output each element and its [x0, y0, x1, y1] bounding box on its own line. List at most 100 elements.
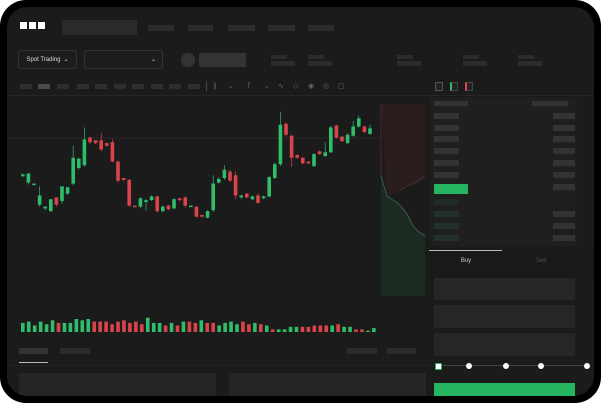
depth-bid-area — [381, 176, 425, 296]
volume-bar — [253, 322, 257, 332]
candle — [60, 186, 64, 202]
candle — [49, 199, 53, 212]
bid-price[interactable] — [434, 199, 459, 205]
candlestick-chart[interactable] — [7, 96, 432, 336]
ask-price[interactable] — [434, 172, 459, 178]
spot-trading-dropdown[interactable]: Spot Trading ⌄ — [18, 50, 77, 69]
candle — [250, 196, 255, 200]
chart-type-icon[interactable]: ∥ — [213, 83, 217, 90]
orderbook-both-icon[interactable] — [435, 82, 443, 91]
nav-item[interactable] — [268, 25, 295, 31]
filter-button[interactable] — [347, 348, 377, 354]
price-input[interactable] — [434, 278, 575, 300]
tab-buy[interactable]: Buy — [460, 258, 472, 264]
timeframe-button[interactable] — [20, 84, 32, 89]
volume-bar — [300, 326, 305, 332]
candle — [88, 137, 92, 143]
ask-amount — [553, 125, 575, 131]
ask-amount — [553, 184, 575, 190]
ask-amount — [553, 160, 575, 166]
candle — [189, 205, 193, 208]
candle — [284, 123, 288, 135]
more-button[interactable] — [387, 348, 416, 354]
stat-value — [397, 61, 421, 66]
camera-icon[interactable]: ◉ — [308, 83, 315, 90]
timeframe-button[interactable] — [114, 84, 126, 89]
volume-bar — [80, 320, 85, 332]
ask-amount — [553, 148, 575, 154]
nav-item[interactable] — [308, 25, 334, 31]
timeframe-button[interactable] — [77, 84, 89, 89]
total-input[interactable] — [434, 333, 575, 356]
amount-input[interactable] — [434, 305, 575, 328]
stat-value — [463, 61, 487, 66]
volume-bar — [372, 328, 376, 332]
volume-bar — [270, 329, 275, 332]
timeframe-button[interactable] — [151, 84, 163, 89]
divider — [7, 95, 594, 96]
pair-selector-dropdown[interactable]: ⌄ — [84, 50, 163, 69]
volume-bar — [312, 325, 317, 332]
timeframe-button[interactable] — [132, 84, 144, 89]
volume-bar — [241, 321, 245, 332]
nav-item[interactable] — [148, 25, 174, 31]
volume-bar — [199, 320, 204, 332]
timeframe-button[interactable] — [188, 84, 200, 89]
orderbook-asks-icon[interactable] — [465, 82, 473, 91]
bid-price[interactable] — [434, 235, 459, 241]
search-input[interactable] — [62, 20, 137, 35]
chevron-down-icon[interactable]: ⌄ — [264, 83, 270, 90]
orderbook-header-amount — [532, 101, 568, 106]
volume-bar — [288, 326, 293, 332]
app-screen: Spot Trading ⌄ ⌄ ∥ ⌄ ƒ ⌄ ∿ ◇ ◉ ◎ ▢ Buy — [7, 7, 594, 396]
active-tab-underline — [19, 362, 48, 363]
slider-stop[interactable] — [538, 363, 544, 369]
buy-button[interactable] — [434, 383, 575, 396]
tab-open-orders[interactable] — [19, 348, 48, 354]
bid-amount — [553, 211, 575, 217]
line-tool-icon[interactable]: ∿ — [278, 83, 284, 90]
volume-bar — [342, 326, 346, 332]
fullscreen-icon[interactable]: ▢ — [338, 83, 345, 90]
volume-bar — [44, 324, 49, 332]
candle — [138, 198, 143, 207]
volume-bar — [187, 321, 192, 332]
ask-price[interactable] — [434, 148, 459, 154]
volume-bar — [205, 322, 210, 332]
ruler-icon[interactable]: ◇ — [293, 83, 299, 90]
candle — [172, 199, 176, 209]
timeframe-button[interactable] — [57, 84, 69, 89]
ask-price[interactable] — [434, 113, 459, 119]
timeframe-button[interactable] — [38, 84, 50, 89]
bid-price[interactable] — [434, 211, 459, 217]
candle — [228, 171, 232, 181]
ask-price[interactable] — [434, 136, 459, 142]
tab-order-history[interactable] — [60, 348, 90, 354]
amount-slider-track[interactable] — [438, 365, 588, 366]
candle — [110, 142, 115, 162]
active-tab-underline — [429, 250, 502, 251]
timeframe-button[interactable] — [95, 84, 107, 89]
volume-bar — [264, 325, 269, 332]
nav-item[interactable] — [188, 25, 213, 31]
settings-icon[interactable]: ◎ — [323, 83, 330, 90]
ask-price[interactable] — [434, 160, 459, 166]
tab-sell[interactable]: Sell — [535, 258, 546, 264]
slider-stop[interactable] — [584, 363, 590, 369]
ask-price[interactable] — [434, 125, 459, 131]
nav-item[interactable] — [228, 25, 255, 31]
indicator-icon[interactable]: ƒ — [247, 82, 251, 89]
volume-bar — [175, 325, 180, 332]
okx-logo[interactable] — [20, 22, 45, 29]
slider-handle[interactable] — [435, 363, 442, 370]
chevron-down-icon[interactable]: ⌄ — [228, 83, 234, 90]
bid-price[interactable] — [434, 223, 459, 229]
candle — [37, 195, 42, 205]
timeframe-button[interactable] — [169, 84, 181, 89]
ask-amount — [553, 172, 575, 178]
orderbook-bids-icon[interactable] — [450, 82, 458, 91]
volume-bar — [247, 324, 251, 332]
slider-stop[interactable] — [503, 363, 509, 369]
slider-stop[interactable] — [466, 363, 472, 369]
volume-bar — [324, 325, 329, 332]
